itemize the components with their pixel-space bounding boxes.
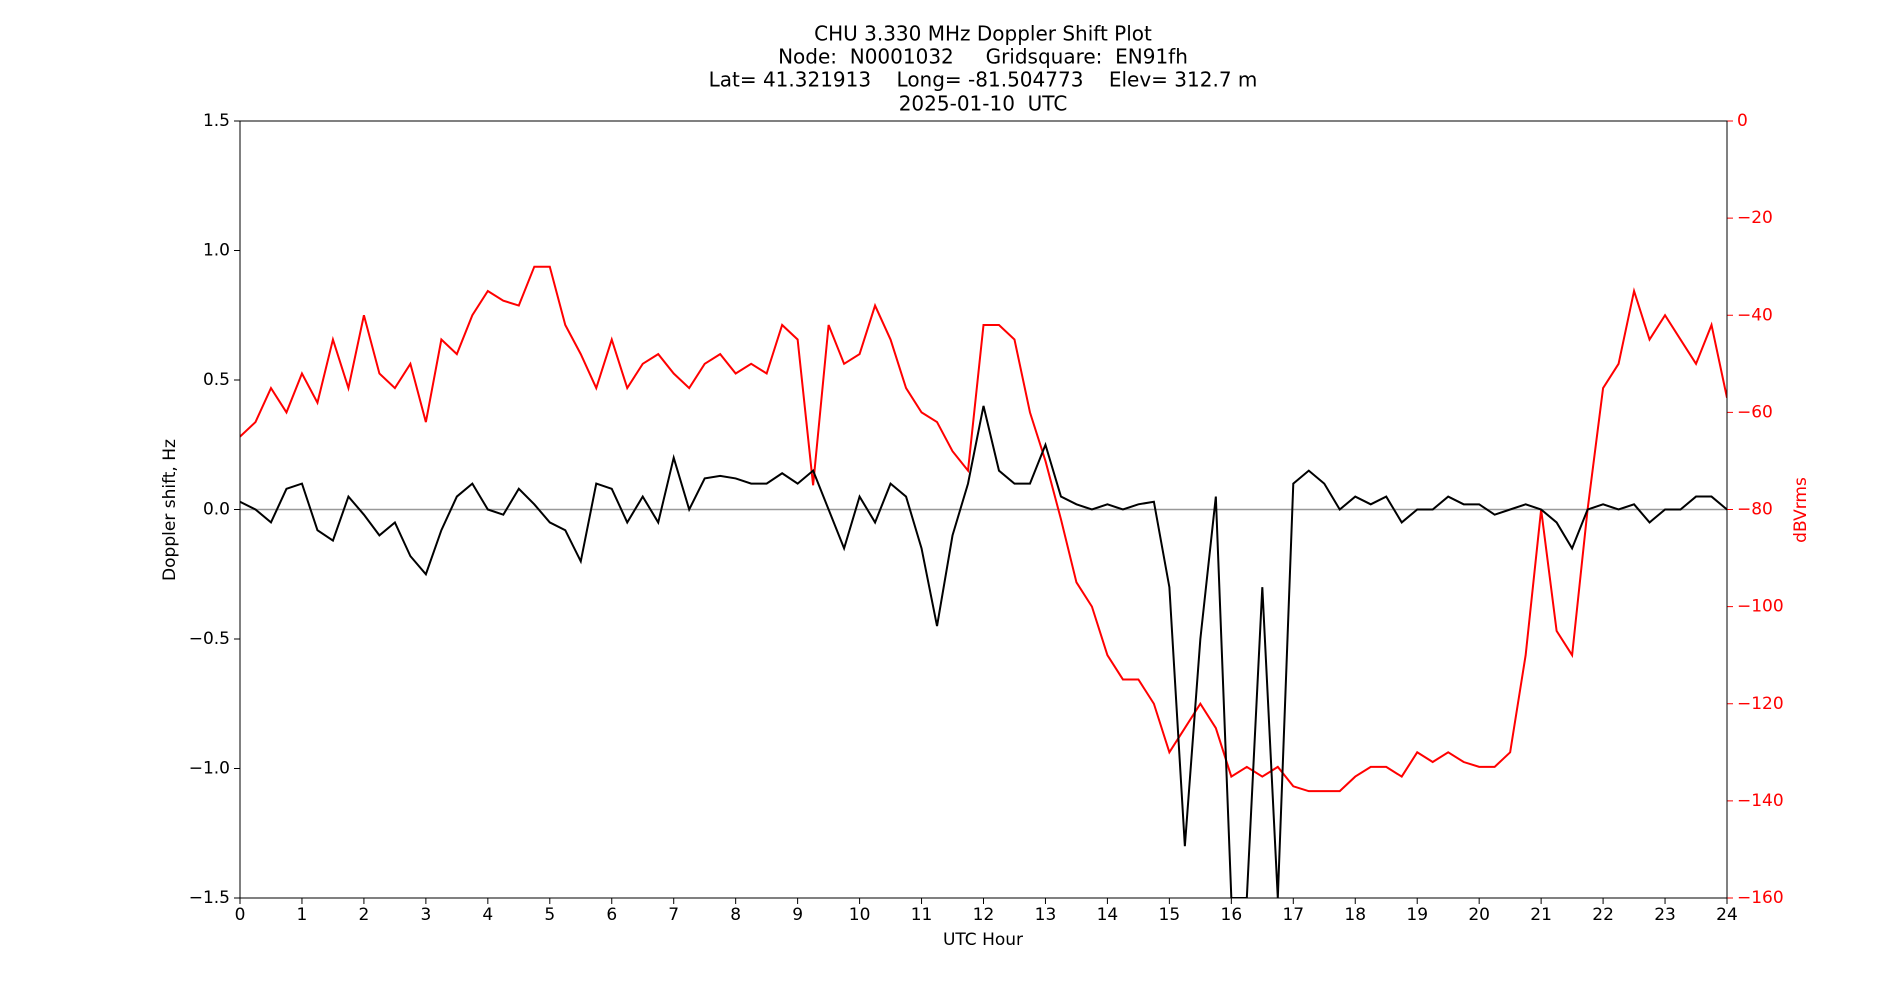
- x-tick-label: 24: [1716, 905, 1738, 925]
- data-line: [240, 405, 1727, 898]
- y-tick-label: −1.5: [189, 888, 230, 908]
- y2-tick-label: −160: [1737, 888, 1784, 908]
- x-tick-label: 20: [1468, 905, 1490, 925]
- y2-tick-label: −140: [1737, 791, 1784, 811]
- y-tick-label: −0.5: [189, 629, 230, 649]
- y-tick-label: 0.5: [203, 370, 230, 390]
- x-tick-label: 23: [1654, 905, 1676, 925]
- y2-tick-label: −60: [1737, 402, 1773, 422]
- x-tick-label: 9: [792, 905, 803, 925]
- y2-tick-label: −40: [1737, 305, 1773, 325]
- y2-tick-label: −20: [1737, 208, 1773, 228]
- x-tick-label: 17: [1282, 905, 1304, 925]
- x-tick-label: 12: [973, 905, 995, 925]
- chart-title: CHU 3.330 MHz Doppler Shift Plot: [814, 22, 1152, 46]
- x-axis-label: UTC Hour: [943, 930, 1023, 950]
- y-axis-label: Doppler shift, Hz: [160, 439, 180, 581]
- x-tick-label: 10: [849, 905, 871, 925]
- x-tick-label: 16: [1221, 905, 1243, 925]
- chart-subtitle: 2025-01-10 UTC: [899, 92, 1068, 116]
- x-tick-label: 22: [1592, 905, 1614, 925]
- x-tick-label: 4: [482, 905, 493, 925]
- y2-tick-label: −100: [1737, 597, 1784, 617]
- y2-tick-label: −80: [1737, 500, 1773, 520]
- x-tick-label: 21: [1530, 905, 1552, 925]
- x-tick-label: 7: [668, 905, 679, 925]
- x-tick-label: 2: [359, 905, 370, 925]
- x-tick-label: 3: [420, 905, 431, 925]
- chart-subtitle: Lat= 41.321913 Long= -81.504773 Elev= 31…: [709, 68, 1258, 92]
- chart-subtitle: Node: N0001032 Gridsquare: EN91fh: [778, 45, 1188, 69]
- y-tick-label: 1.0: [203, 241, 230, 261]
- data-line: [240, 265, 1727, 793]
- y-tick-label: 0.0: [203, 500, 230, 520]
- plot-frame: [239, 120, 1728, 899]
- x-tick-label: 5: [544, 905, 555, 925]
- y2-axis-label: dBVrms: [1791, 477, 1811, 543]
- x-tick-label: 0: [235, 905, 246, 925]
- x-tick-label: 14: [1097, 905, 1119, 925]
- y-tick-label: 1.5: [203, 111, 230, 131]
- x-tick-label: 15: [1159, 905, 1181, 925]
- y2-tick-label: 0: [1737, 111, 1748, 131]
- y-tick-label: −1.0: [189, 759, 230, 779]
- x-tick-label: 13: [1035, 905, 1057, 925]
- x-tick-label: 11: [911, 905, 933, 925]
- x-tick-label: 19: [1406, 905, 1428, 925]
- x-tick-label: 1: [297, 905, 308, 925]
- x-tick-label: 8: [730, 905, 741, 925]
- x-tick-label: 18: [1344, 905, 1366, 925]
- y2-tick-label: −120: [1737, 694, 1784, 714]
- x-tick-label: 6: [606, 905, 617, 925]
